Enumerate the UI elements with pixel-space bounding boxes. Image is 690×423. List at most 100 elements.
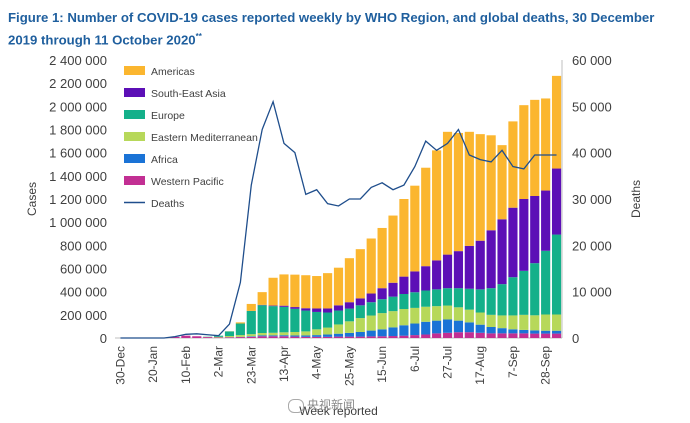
bar-segment bbox=[541, 314, 551, 331]
y-tick-label: 1 000 000 bbox=[49, 215, 107, 230]
y2-axis-title: Deaths bbox=[629, 180, 643, 218]
bar-segment bbox=[475, 332, 485, 338]
bar-segment bbox=[475, 240, 485, 290]
bar-segment bbox=[246, 336, 256, 337]
bar-segment bbox=[301, 331, 311, 336]
bar-segment bbox=[497, 328, 507, 334]
bar-segment bbox=[355, 336, 365, 338]
bar-segment bbox=[530, 99, 540, 196]
y-tick-label: 600 000 bbox=[60, 262, 107, 277]
bar-segment bbox=[453, 132, 464, 252]
x-tick-label: 10-Feb bbox=[179, 346, 193, 384]
bar-segment bbox=[432, 306, 442, 321]
bar-segment bbox=[279, 306, 289, 333]
bar-segment bbox=[235, 337, 245, 338]
bar-segment bbox=[246, 334, 256, 337]
bar-segment bbox=[355, 305, 365, 319]
bar-segment bbox=[268, 336, 278, 338]
bar-segment bbox=[268, 332, 278, 336]
legend-swatch bbox=[124, 110, 145, 119]
bar-segment bbox=[279, 332, 289, 336]
bar-segment bbox=[399, 276, 409, 294]
bar-segment bbox=[224, 337, 235, 338]
y2-tick-label: 20 000 bbox=[572, 238, 612, 253]
x-axis-title: Week reported bbox=[299, 404, 378, 418]
bar-segment bbox=[442, 131, 453, 255]
bar-segment bbox=[290, 308, 300, 332]
bar-segment bbox=[442, 305, 453, 320]
bar-segment bbox=[323, 327, 333, 335]
bar-segment bbox=[312, 329, 322, 336]
bar-segment bbox=[312, 336, 322, 338]
legend-swatch bbox=[124, 66, 145, 75]
bar-segment bbox=[486, 314, 496, 327]
bar-segment bbox=[257, 292, 267, 305]
title-footnote-marker: ** bbox=[195, 32, 202, 41]
bar-segment bbox=[475, 289, 485, 313]
legend-label: Africa bbox=[151, 154, 178, 166]
bar-segment bbox=[323, 334, 333, 337]
legend-label: Deaths bbox=[151, 198, 184, 210]
bar-segment bbox=[410, 323, 420, 336]
bar-segment bbox=[508, 315, 518, 330]
bar-segment bbox=[366, 293, 376, 303]
y-axis-title: Cases bbox=[25, 182, 39, 216]
bar-segment bbox=[453, 307, 464, 321]
bar-segment bbox=[333, 267, 344, 306]
bar-segment bbox=[519, 314, 529, 330]
x-tick-label: 28-Sep bbox=[539, 346, 553, 385]
bar-segment bbox=[541, 190, 551, 251]
bar-segment bbox=[421, 266, 431, 291]
bar-segment bbox=[333, 305, 344, 311]
bar-segment bbox=[312, 335, 322, 337]
y2-tick-label: 40 000 bbox=[572, 146, 612, 161]
bar-segment bbox=[453, 320, 464, 333]
bar-segment bbox=[344, 332, 354, 337]
bar-segment bbox=[541, 330, 551, 334]
bar-segment bbox=[486, 135, 496, 231]
y-tick-label: 2 200 000 bbox=[49, 76, 107, 91]
bar-segment bbox=[257, 333, 267, 336]
bar-segment bbox=[442, 254, 453, 289]
bar-segment bbox=[301, 308, 311, 311]
bar-segment bbox=[497, 284, 507, 316]
y2-tick-label: 60 000 bbox=[572, 53, 612, 68]
legend-label: Americas bbox=[151, 66, 195, 78]
bar-segment bbox=[279, 274, 289, 306]
bar-segment bbox=[323, 308, 333, 313]
bar-segment bbox=[530, 315, 540, 331]
y-tick-label: 800 000 bbox=[60, 238, 107, 253]
y-tick-label: 2 000 000 bbox=[49, 99, 107, 114]
bar-segment bbox=[323, 312, 333, 328]
bar-segment bbox=[192, 336, 202, 338]
y-tick-label: 2 400 000 bbox=[49, 53, 107, 68]
bar-segment bbox=[312, 308, 322, 312]
bar-segment bbox=[399, 335, 409, 338]
bar-segment bbox=[344, 321, 354, 333]
bar-segment bbox=[508, 121, 518, 208]
legend-swatch bbox=[124, 132, 145, 141]
bar-segment bbox=[366, 238, 376, 294]
bar-segment bbox=[519, 199, 529, 271]
bar-segment bbox=[453, 251, 464, 289]
legend-label: Europe bbox=[151, 110, 185, 122]
bar-segment bbox=[388, 215, 398, 283]
bar-segment bbox=[268, 306, 278, 333]
bar-segment bbox=[541, 250, 551, 315]
weibo-icon bbox=[288, 398, 304, 413]
bar-segment bbox=[464, 309, 474, 323]
bar-segment bbox=[355, 298, 365, 306]
bar-segment bbox=[541, 333, 551, 338]
bar-segment bbox=[508, 277, 518, 316]
bar-segment bbox=[235, 323, 245, 336]
bar-segment bbox=[279, 336, 289, 338]
bar-segment bbox=[486, 230, 496, 289]
bar-segment bbox=[421, 167, 431, 267]
bar-segment bbox=[377, 336, 387, 338]
bar-segment bbox=[399, 199, 409, 277]
bar-segment bbox=[497, 333, 507, 338]
bar-segment bbox=[475, 312, 485, 325]
bar-segment bbox=[551, 314, 562, 331]
bar-segment bbox=[486, 288, 496, 315]
bar-segment bbox=[290, 331, 300, 336]
